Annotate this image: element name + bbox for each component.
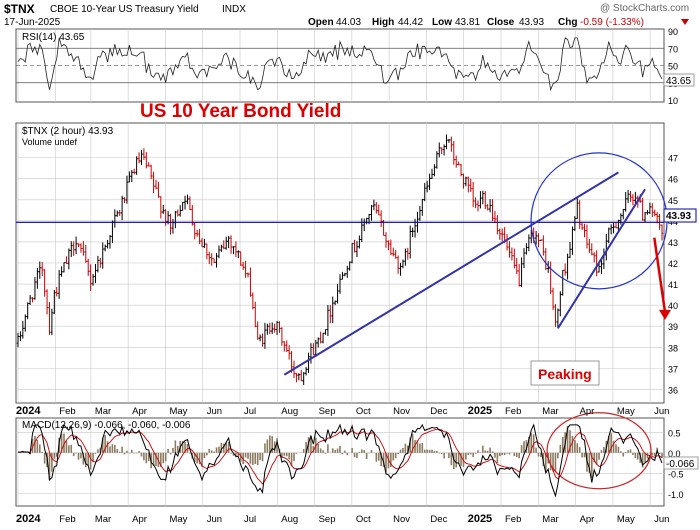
macd-x-tick-label: 2025 [468, 513, 492, 525]
high-value: 44.42 [398, 17, 423, 28]
peaking-label: Peaking [538, 366, 592, 382]
macd-x-tick-label: Oct [356, 514, 371, 525]
macd-x-tick-label: Apr [580, 514, 595, 525]
price-tick-label: 40 [668, 301, 678, 311]
price-x-tick-label: 2024 [16, 405, 41, 417]
price-tick-label: 39 [668, 322, 678, 332]
macd-tick-label: 0.5 [668, 428, 681, 438]
open-label: Open [308, 17, 334, 28]
macd-x-tick-label: Sep [319, 514, 336, 525]
watermark: @ StockCharts.com [600, 3, 689, 14]
forecast-arrow-shaft [653, 237, 667, 313]
price-x-tick-label: Mar [95, 406, 111, 417]
macd-x-tick-label: Jun [207, 514, 222, 525]
price-tick-label: 37 [668, 364, 678, 374]
macd-x-tick-label: Jun [654, 514, 669, 525]
macd-x-tick-label: Nov [393, 514, 410, 525]
macd-tick-label: 0.0 [668, 449, 681, 459]
price-x-tick-label: Oct [356, 406, 371, 417]
price-x-tick-label: May [169, 406, 187, 417]
peaking-box [530, 360, 600, 386]
macd-x-tick-label: Aug [281, 514, 298, 525]
price-tick-label: 43 [668, 238, 678, 248]
price-x-tick-label: Jun [207, 406, 222, 417]
chart-date: 17-Jun-2025 [4, 17, 61, 28]
down-triangle-icon [681, 19, 689, 25]
forecast-arrow-head [659, 309, 671, 320]
price-tick-label: 36 [668, 385, 678, 395]
macd-x-tick-label: May [169, 514, 187, 525]
high-label: High [372, 17, 394, 28]
chart-title-annotation: US 10 Year Bond Yield [140, 101, 341, 122]
close-value: 43.93 [519, 17, 544, 28]
price-x-tick-label: Feb [505, 406, 521, 417]
macd-line [17, 423, 663, 498]
price-x-tick-label: Apr [580, 406, 595, 417]
macd-tick-label: -0.5 [668, 469, 684, 479]
price-tick-label: 38 [668, 343, 678, 353]
price-x-tick-label: Jul [244, 406, 256, 417]
macd-x-tick-label: Feb [59, 514, 75, 525]
macd-x-tick-label: Apr [132, 514, 147, 525]
trend-line [557, 188, 646, 329]
svg-text:43.93: 43.93 [666, 211, 691, 222]
trend-line [283, 171, 619, 376]
low-label: Low [432, 17, 452, 28]
macd-highlight-circle [546, 412, 652, 490]
svg-text:-0.066: -0.066 [666, 459, 695, 470]
price-x-tick-label: Dec [430, 406, 447, 417]
price-x-tick-label: Sep [319, 406, 336, 417]
rsi-panel [16, 37, 664, 92]
macd-legend: MACD(12,26,9) -0.066, -0.060, -0.006 [22, 420, 191, 431]
macd-x-tick-label: 2024 [16, 513, 41, 525]
price-x-tick-label: Jun [654, 406, 669, 417]
volume-legend: Volume undef [22, 137, 78, 147]
rsi-tick-label: 70 [668, 44, 678, 54]
chg-label: Chg [558, 17, 577, 28]
rsi-legend: RSI(14) 43.65 [22, 32, 85, 43]
macd-x-tick-label: Mar [95, 514, 111, 525]
axes: 47464544434241403938373690705030100.50.0… [16, 27, 684, 525]
instrument-name: CBOE 10-Year US Treasury Yield [50, 4, 199, 15]
open-value: 44.03 [336, 17, 361, 28]
price-tick-label: 47 [668, 154, 678, 164]
price-panel [16, 134, 671, 385]
macd-x-tick-label: Dec [430, 514, 447, 525]
macd-tick-label: -1.0 [668, 490, 684, 500]
price-tick-label: 46 [668, 175, 678, 185]
rsi-tick-label: 10 [668, 96, 678, 106]
price-x-tick-label: Mar [542, 406, 558, 417]
low-value: 43.81 [455, 17, 480, 28]
price-x-tick-label: Apr [132, 406, 147, 417]
price-tick-label: 45 [668, 196, 678, 206]
rsi-tick-label: 50 [668, 62, 678, 72]
macd-panel [17, 412, 663, 498]
svg-text:43.65: 43.65 [666, 76, 691, 87]
chart-header: $TNX CBOE 10-Year US Treasury Yield INDX… [4, 2, 689, 28]
macd-x-tick-label: Mar [542, 514, 558, 525]
close-label: Close [487, 17, 515, 28]
macd-x-tick-label: Jul [244, 514, 256, 525]
chg-value: -0.59 (-1.33%) [580, 17, 644, 28]
gridlines [16, 29, 664, 506]
price-last-value-tag: 43.93 [663, 208, 697, 223]
price-x-tick-label: Feb [59, 406, 75, 417]
macd-x-tick-label: Feb [505, 514, 521, 525]
macd-last-value-tag: -0.066 [663, 456, 699, 470]
rsi-tick-label: 90 [668, 27, 678, 37]
rsi-last-value-tag: 43.65 [663, 73, 695, 87]
exchange: INDX [222, 4, 246, 15]
price-x-tick-label: 2025 [468, 405, 492, 417]
price-legend: $TNX (2 hour) 43.93 [22, 126, 114, 137]
symbol: $TNX [4, 2, 35, 16]
price-tick-label: 41 [668, 280, 678, 290]
price-x-tick-label: May [617, 406, 635, 417]
macd-x-tick-label: May [617, 514, 635, 525]
price-x-tick-label: Aug [281, 406, 298, 417]
price-tick-label: 42 [668, 259, 678, 269]
rsi-line [17, 37, 663, 92]
price-x-tick-label: Nov [393, 406, 410, 417]
